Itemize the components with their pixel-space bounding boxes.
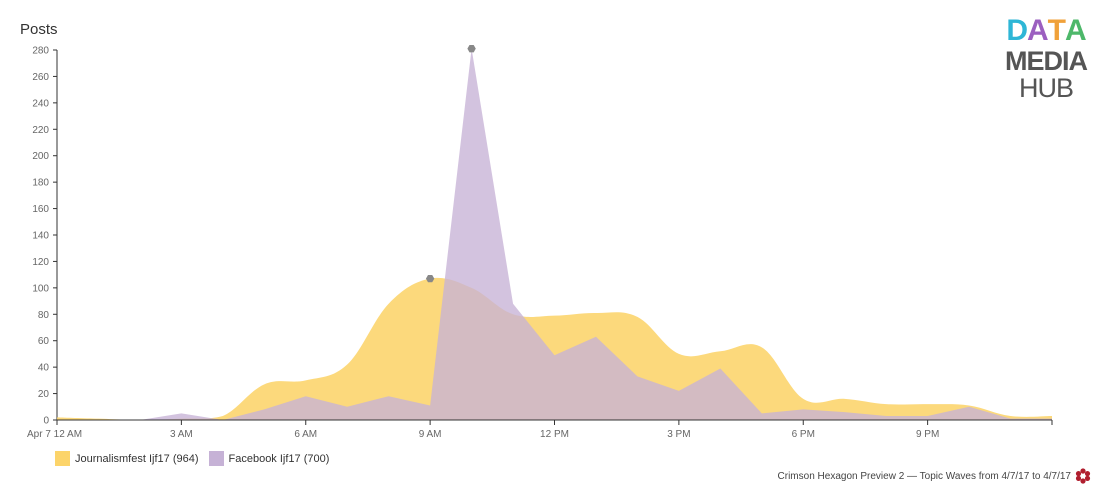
series-area-journalismfest[interactable] — [57, 277, 1052, 420]
legend-label: Journalismfest Ijf17 (964) — [75, 452, 199, 465]
y-tick-label: 80 — [38, 310, 50, 321]
y-tick-label: 140 — [32, 231, 49, 242]
legend-item-journalismfest[interactable]: Journalismfest Ijf17 (964) — [55, 451, 199, 466]
peak-markers — [425, 45, 476, 283]
y-tick-label: 40 — [38, 363, 50, 374]
x-tick-label: 6 AM — [294, 429, 317, 440]
logo-letter: A — [1027, 14, 1049, 47]
y-tick-label: 260 — [32, 72, 49, 83]
series-areas — [57, 48, 1052, 421]
series-area-facebook[interactable] — [57, 48, 1052, 421]
y-tick-label: 20 — [38, 389, 50, 400]
peak-marker[interactable] — [467, 45, 476, 53]
y-tick-label: 60 — [38, 336, 50, 347]
x-tick-label: 3 AM — [170, 429, 193, 440]
y-tick-label: 0 — [43, 416, 49, 427]
y-tick-label: 180 — [32, 178, 49, 189]
logo-line-hub: HUB — [1018, 73, 1074, 103]
peak-marker[interactable] — [425, 274, 435, 283]
y-axis: 0 20 40 60 80 100 120 140 160 180 200 220 240 260 280 — [32, 46, 58, 427]
x-tick-label: Apr 7 12 AM — [27, 429, 82, 440]
x-tick-label: 9 PM — [916, 429, 939, 440]
legend-label: Facebook Ijf17 (700) — [228, 452, 330, 465]
legend-swatch — [55, 451, 70, 466]
x-tick-label: 3 PM — [667, 429, 690, 440]
legend: Journalismfest Ijf17 (964) Facebook Ijf1… — [55, 451, 339, 466]
y-tick-label: 220 — [32, 125, 49, 136]
y-tick-label: 160 — [32, 204, 49, 215]
x-axis: Apr 7 12 AM 3 AM 6 AM 9 AM 12 PM 3 PM 6 PM 9 PM — [27, 419, 1053, 440]
y-tick-label: 240 — [32, 98, 49, 109]
y-tick-label: 280 — [32, 46, 49, 57]
y-tick-label: 120 — [32, 257, 49, 268]
footer-credit: Crimson Hexagon Preview 2 — Topic Waves … — [777, 471, 1071, 482]
y-tick-label: 100 — [32, 283, 49, 294]
legend-swatch — [208, 451, 224, 466]
legend-item-facebook[interactable]: Facebook Ijf17 (700) — [208, 451, 330, 466]
x-tick-label: 9 AM — [419, 429, 442, 440]
y-tick-label: 200 — [32, 151, 49, 162]
logo-letter: D — [1006, 14, 1028, 47]
y-axis-title: Posts — [20, 21, 58, 38]
x-tick-label: 12 PM — [540, 429, 569, 440]
x-tick-label: 6 PM — [792, 429, 815, 440]
logo-line-media: MEDIA — [1005, 46, 1088, 76]
logo-letter: T — [1047, 14, 1066, 47]
logo-letter: A — [1065, 14, 1087, 47]
crimson-hexagon-icon — [1075, 468, 1091, 484]
